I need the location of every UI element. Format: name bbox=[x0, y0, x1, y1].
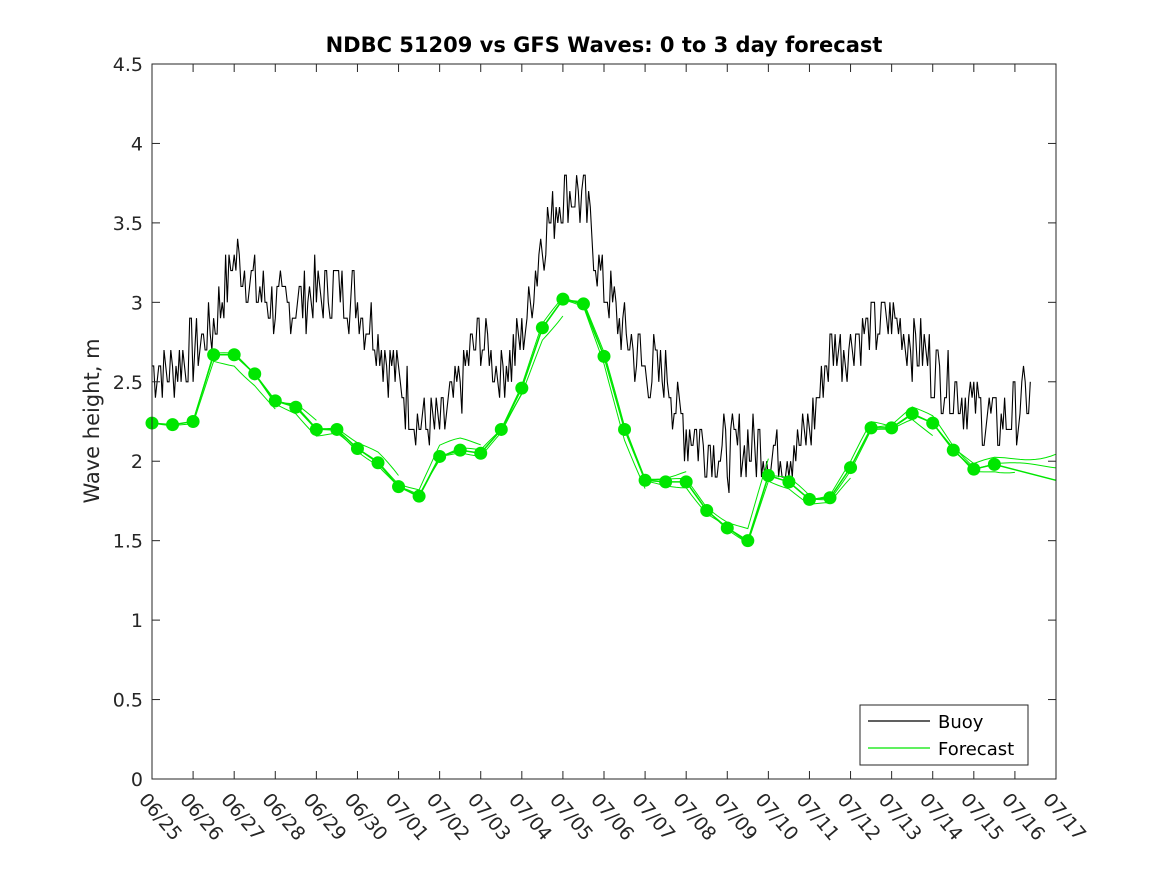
forecast-point bbox=[926, 416, 940, 430]
y-tick-label: 3 bbox=[131, 292, 143, 314]
forecast-run-line bbox=[603, 356, 728, 528]
x-tick-label: 07/06 bbox=[586, 789, 638, 845]
forecast-point bbox=[433, 449, 447, 463]
forecast-point bbox=[782, 475, 796, 489]
forecast-point bbox=[946, 443, 960, 457]
y-tick-label: 2 bbox=[131, 451, 143, 473]
forecast-point bbox=[638, 473, 652, 487]
forecast-point bbox=[987, 457, 1001, 471]
x-tick-label: 07/17 bbox=[1038, 789, 1090, 845]
x-tick-label: 07/02 bbox=[422, 789, 474, 845]
x-tick-label: 07/01 bbox=[381, 789, 433, 845]
x-tick-label: 07/12 bbox=[833, 789, 885, 845]
x-tick-label: 07/08 bbox=[668, 789, 720, 845]
forecast-point bbox=[802, 492, 816, 506]
forecast-point bbox=[967, 462, 981, 476]
forecast-point bbox=[227, 348, 241, 362]
x-tick-label: 07/03 bbox=[463, 789, 515, 845]
x-tick-label: 07/14 bbox=[915, 789, 967, 845]
x-tick-label: 06/30 bbox=[340, 789, 392, 845]
forecast-point bbox=[700, 503, 714, 517]
x-tick-label: 06/27 bbox=[216, 789, 268, 845]
buoy-line bbox=[152, 174, 1031, 494]
x-tick-label: 06/29 bbox=[299, 789, 351, 845]
y-tick-label: 3.5 bbox=[113, 213, 143, 235]
y-tick-label: 0 bbox=[131, 769, 143, 791]
forecast-point bbox=[844, 461, 858, 475]
series-layer bbox=[145, 174, 1057, 548]
forecast-point bbox=[905, 407, 919, 421]
plot-frame bbox=[151, 63, 1057, 780]
x-tick-label: 07/05 bbox=[545, 789, 597, 845]
forecast-point bbox=[309, 422, 323, 436]
y-tick-label: 4.5 bbox=[113, 54, 143, 76]
y-axis-label: Wave height, m bbox=[80, 338, 104, 503]
forecast-point bbox=[720, 521, 734, 535]
forecast-point bbox=[823, 491, 837, 505]
forecast-point bbox=[248, 367, 262, 381]
y-tick-label: 2.5 bbox=[113, 372, 143, 394]
chart-title: NDBC 51209 vs GFS Waves: 0 to 3 day fore… bbox=[326, 33, 883, 57]
x-tick-label: 07/13 bbox=[874, 789, 926, 845]
forecast-point bbox=[412, 489, 426, 503]
forecast-point bbox=[186, 415, 200, 428]
forecast-point bbox=[885, 421, 899, 435]
x-tick-label: 07/16 bbox=[997, 789, 1049, 845]
legend-label-forecast: Forecast bbox=[938, 739, 1014, 760]
y-tick-label: 1.5 bbox=[113, 531, 143, 553]
forecast-point bbox=[618, 422, 632, 436]
forecast-point bbox=[556, 292, 570, 306]
forecast-point bbox=[761, 469, 775, 483]
legend-label-buoy: Buoy bbox=[938, 712, 984, 733]
y-tick-label: 0.5 bbox=[113, 690, 143, 712]
forecast-point bbox=[864, 421, 878, 435]
forecast-point bbox=[494, 422, 508, 436]
x-tick-label: 06/26 bbox=[175, 789, 227, 845]
forecast-point bbox=[659, 475, 673, 489]
forecast-point bbox=[207, 348, 221, 362]
forecast-point bbox=[268, 394, 282, 408]
forecast-point bbox=[474, 446, 488, 460]
forecast-point bbox=[576, 297, 590, 311]
x-tick-label: 06/28 bbox=[257, 789, 309, 845]
forecast-point bbox=[597, 349, 611, 363]
forecast-point bbox=[350, 442, 364, 456]
forecast-point bbox=[515, 381, 529, 395]
y-tick-label: 4 bbox=[131, 133, 143, 155]
x-tick-label: 07/09 bbox=[709, 789, 761, 845]
x-tick-label: 07/10 bbox=[751, 789, 803, 845]
forecast-point bbox=[535, 321, 549, 335]
legend: Buoy Forecast bbox=[859, 704, 1029, 766]
forecast-point bbox=[453, 443, 467, 457]
forecast-point bbox=[392, 480, 406, 494]
legend-box bbox=[859, 704, 1029, 766]
forecast-point bbox=[166, 418, 180, 432]
x-tick-label: 07/07 bbox=[627, 789, 679, 845]
forecast-point bbox=[371, 456, 385, 470]
forecast-point bbox=[330, 422, 344, 436]
x-tick-label: 07/11 bbox=[792, 789, 844, 845]
forecast-point bbox=[679, 475, 693, 489]
y-tick-label: 1 bbox=[131, 610, 143, 632]
x-tick-label: 06/25 bbox=[134, 789, 186, 845]
x-tick-label: 07/04 bbox=[504, 789, 556, 845]
x-tick-label: 07/15 bbox=[956, 789, 1008, 845]
forecast-point bbox=[741, 534, 755, 548]
forecast-point bbox=[289, 400, 303, 414]
